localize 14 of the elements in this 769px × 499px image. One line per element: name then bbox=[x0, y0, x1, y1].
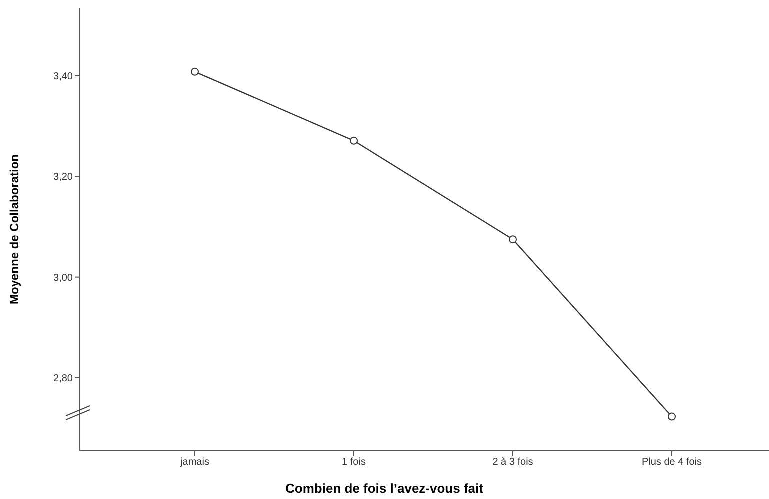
y-tick-label: 2,80 bbox=[54, 374, 74, 385]
y-tick-label: 3,40 bbox=[54, 72, 74, 83]
point bbox=[668, 412, 676, 421]
y-tick-label: 3,20 bbox=[54, 172, 74, 184]
point bbox=[509, 236, 517, 244]
y-axis-title: Moyenne de Collaboration bbox=[7, 154, 22, 305]
y-tick-label: 3,00 bbox=[54, 272, 74, 284]
x-axis-title: Combien de fois l’avez-vous fait bbox=[286, 481, 484, 496]
point bbox=[191, 68, 199, 76]
x-tick-label: Plus de 4 fois bbox=[642, 457, 702, 468]
x-tick-label: 2 à 3 fois bbox=[492, 457, 534, 468]
x-tick-label: jamais bbox=[180, 457, 210, 468]
point bbox=[350, 136, 358, 145]
x-tick-label: 1 fois bbox=[342, 457, 366, 468]
